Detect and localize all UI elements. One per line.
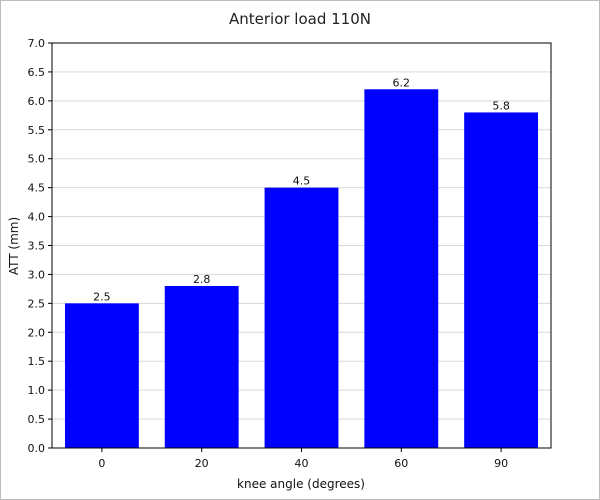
x-tick-label: 20 (195, 457, 209, 470)
y-tick-label: 3.0 (28, 268, 46, 281)
y-tick-label: 4.0 (28, 211, 46, 224)
y-tick-label: 5.5 (28, 124, 46, 137)
plot-area-border (51, 42, 552, 449)
bars (64, 89, 539, 449)
x-tick-labels: 0 20 40 60 90 (98, 448, 508, 470)
y-tick-label: 0.5 (28, 413, 46, 426)
y-axis-label: ATT (mm) (7, 217, 21, 275)
bar-value-label: 4.5 (293, 175, 311, 188)
y-tick-label: 3.5 (28, 240, 46, 253)
data-labels: 2.5 2.8 4.5 6.2 5.8 (93, 76, 510, 303)
y-tick-label: 2.0 (28, 326, 46, 339)
bar-value-label: 5.8 (492, 99, 510, 112)
y-tick-label: 4.5 (28, 182, 46, 195)
bar (364, 89, 439, 449)
x-tick-label: 40 (295, 457, 309, 470)
y-tick-labels: 0.0 0.5 1.0 1.5 2.0 2.5 3.0 3.5 4.0 4.5 5.0 5.5 6.0 6… (28, 37, 52, 455)
bar-value-label: 2.8 (193, 273, 211, 286)
y-tick-label: 6.5 (28, 66, 46, 79)
y-tick-label: 1.5 (28, 355, 46, 368)
x-tick-label: 0 (98, 457, 105, 470)
y-tick-label: 0.0 (28, 442, 46, 455)
bar (64, 303, 139, 448)
bar (264, 187, 339, 448)
bar (164, 286, 239, 448)
x-axis-label: knee angle (degrees) (237, 477, 365, 491)
y-tick-label: 2.5 (28, 297, 46, 310)
y-tick-label: 1.0 (28, 384, 46, 397)
y-tick-label: 7.0 (28, 37, 46, 50)
bar-value-label: 6.2 (393, 76, 411, 89)
x-tick-label: 90 (494, 457, 508, 470)
chart-title: Anterior load 110N (229, 10, 371, 28)
bar (464, 112, 539, 448)
y-tick-label: 5.0 (28, 153, 46, 166)
x-tick-label: 60 (394, 457, 408, 470)
bar-value-label: 2.5 (93, 290, 111, 303)
y-tick-label: 6.0 (28, 95, 46, 108)
